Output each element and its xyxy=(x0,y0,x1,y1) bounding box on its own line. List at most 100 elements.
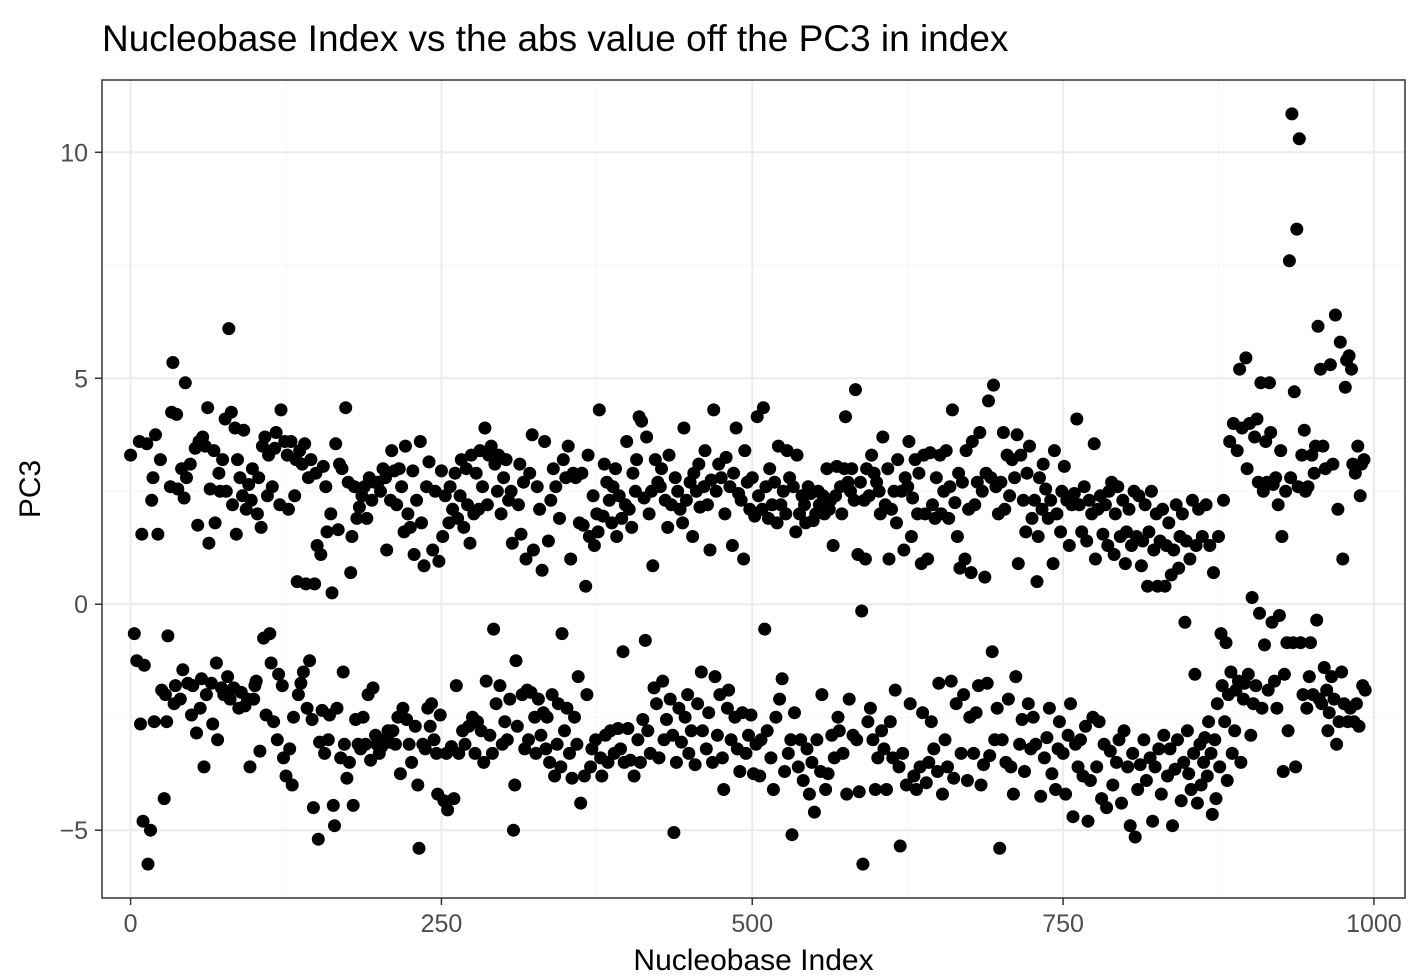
data-point xyxy=(249,674,263,688)
data-point xyxy=(1004,760,1018,774)
data-point xyxy=(1080,534,1094,548)
data-point xyxy=(504,484,518,498)
data-point xyxy=(755,502,769,516)
x-tick-label: 750 xyxy=(1042,910,1084,938)
data-point xyxy=(856,857,870,871)
data-point xyxy=(975,484,989,498)
data-point xyxy=(744,708,758,722)
data-point xyxy=(931,765,944,778)
data-point xyxy=(694,665,708,679)
data-point xyxy=(1101,539,1115,552)
data-point xyxy=(1062,539,1076,552)
data-point xyxy=(411,778,425,792)
data-point xyxy=(1217,493,1230,507)
data-point xyxy=(166,356,180,369)
data-point xyxy=(866,733,880,747)
data-point xyxy=(729,421,743,435)
data-point xyxy=(595,769,609,783)
data-point xyxy=(692,457,706,471)
data-point xyxy=(950,530,964,543)
data-point xyxy=(1178,615,1192,629)
data-point xyxy=(459,462,473,476)
data-point xyxy=(1103,744,1117,758)
data-point xyxy=(519,552,533,566)
data-point xyxy=(819,783,833,796)
data-point xyxy=(862,489,876,503)
chart-title: Nucleobase Index vs the abs value off th… xyxy=(102,18,1009,59)
data-point xyxy=(510,719,524,733)
data-point xyxy=(1219,636,1233,650)
data-point xyxy=(1295,448,1309,462)
data-point xyxy=(1081,814,1095,828)
data-point xyxy=(882,552,896,566)
data-point xyxy=(1070,412,1084,426)
data-point xyxy=(897,543,911,557)
data-point xyxy=(647,681,661,695)
data-point xyxy=(1304,636,1317,650)
data-point xyxy=(430,746,443,760)
data-point xyxy=(326,798,340,812)
data-point xyxy=(923,446,937,460)
data-point xyxy=(548,769,562,783)
data-point xyxy=(1333,335,1347,349)
data-point xyxy=(1327,692,1341,706)
data-point xyxy=(1197,755,1211,769)
data-point xyxy=(1310,613,1324,627)
data-point xyxy=(696,724,709,738)
data-point xyxy=(1088,552,1102,566)
data-point xyxy=(1025,511,1039,525)
data-point xyxy=(909,783,923,796)
data-point xyxy=(1296,688,1310,702)
data-point xyxy=(415,516,428,530)
data-point xyxy=(418,742,432,756)
data-point xyxy=(543,755,557,769)
data-point xyxy=(1220,774,1234,787)
data-point xyxy=(756,401,770,415)
data-point xyxy=(538,435,552,448)
data-point xyxy=(1067,487,1081,500)
data-point xyxy=(1029,737,1043,751)
data-point xyxy=(173,692,187,706)
data-point xyxy=(480,498,494,512)
data-point xyxy=(609,462,622,476)
data-point xyxy=(682,746,696,760)
data-point xyxy=(555,627,569,641)
data-point xyxy=(561,439,575,453)
data-point xyxy=(550,737,564,751)
data-point xyxy=(994,475,1008,489)
data-point xyxy=(776,484,790,498)
data-point xyxy=(347,480,361,494)
data-point xyxy=(1158,579,1172,593)
data-point xyxy=(180,471,193,485)
data-point xyxy=(621,722,635,735)
data-point xyxy=(676,516,690,530)
data-point xyxy=(1187,746,1201,760)
data-point xyxy=(1225,746,1239,760)
data-point xyxy=(1034,789,1048,803)
data-point xyxy=(800,742,814,756)
data-point xyxy=(982,394,995,408)
data-point xyxy=(1126,746,1140,760)
data-point xyxy=(1294,636,1308,650)
data-point xyxy=(500,733,514,747)
data-point xyxy=(178,376,192,390)
data-point xyxy=(499,453,513,467)
data-point xyxy=(1061,728,1075,742)
data-point xyxy=(1172,561,1186,575)
data-point xyxy=(448,466,462,480)
data-point xyxy=(1279,484,1293,498)
data-point xyxy=(1245,591,1259,604)
data-point xyxy=(1209,792,1223,806)
data-point xyxy=(494,507,508,521)
data-point xyxy=(1326,457,1340,471)
data-point xyxy=(1272,609,1286,622)
data-point xyxy=(717,783,731,796)
data-point xyxy=(339,401,353,415)
data-point xyxy=(265,480,279,494)
data-point xyxy=(858,552,872,566)
data-point xyxy=(469,466,483,480)
data-point xyxy=(589,733,603,747)
data-point xyxy=(320,525,334,539)
data-point xyxy=(662,448,676,462)
